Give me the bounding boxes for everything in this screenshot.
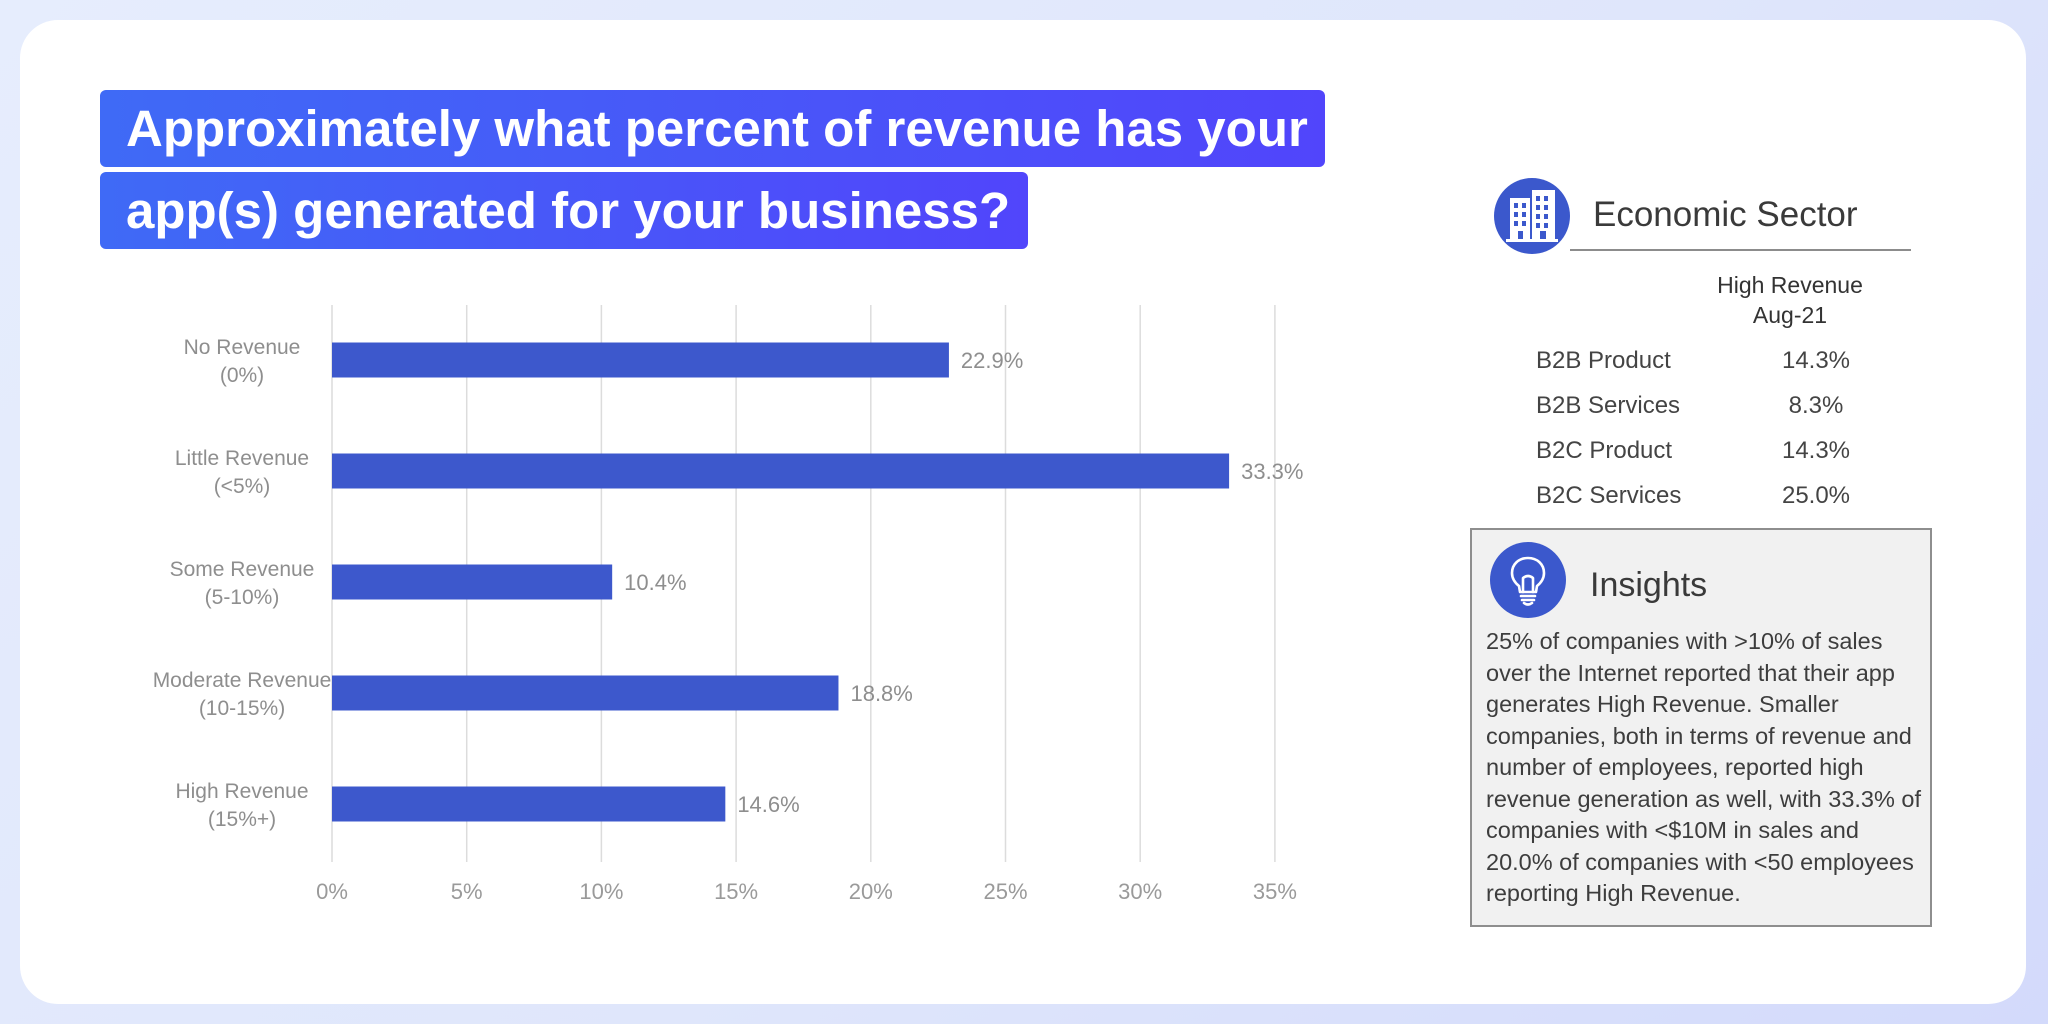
sector-name: B2C Product (1536, 437, 1673, 464)
category-label: Moderate Revenue (153, 669, 332, 692)
question-title-line-2: app(s) generated for your business? (100, 172, 1028, 249)
sector-name: B2C Services (1536, 482, 1682, 509)
sector-row: B2B Services 8.3% (1536, 392, 1896, 424)
category-label: (0%) (220, 364, 264, 387)
category-label: (15%+) (208, 808, 276, 831)
category-label: Some Revenue (170, 558, 315, 581)
x-tick-label: 10% (579, 879, 623, 904)
category-label: High Revenue (175, 780, 308, 803)
sector-row: B2B Product 14.3% (1536, 347, 1896, 379)
revenue-bar-chart: 0% 5% 10% 15% 20% 25% 30% 35% 22.9% No Revenue (0%… (153, 305, 1303, 904)
x-tick-label: 15% (714, 879, 758, 904)
category-label: Little Revenue (175, 447, 309, 470)
bar (332, 786, 726, 822)
bar-value-label: 18.8% (850, 681, 912, 706)
x-tick-label: 0% (316, 879, 348, 904)
bar (332, 564, 613, 600)
x-tick-label: 30% (1118, 879, 1162, 904)
bar (332, 675, 839, 711)
column-header-line-1: High Revenue (1717, 272, 1863, 298)
buildings-icon (1494, 178, 1570, 254)
question-title-line-1: Approximately what percent of revenue ha… (100, 90, 1325, 167)
bar (332, 453, 1230, 489)
x-tick-label: 5% (451, 879, 483, 904)
x-tick-label: 35% (1253, 879, 1297, 904)
column-header-line-2: Aug-21 (1752, 302, 1828, 328)
category-label: (<5%) (214, 475, 271, 498)
x-tick-label: 25% (983, 879, 1027, 904)
sector-name: B2B Services (1536, 392, 1681, 419)
category-label: No Revenue (184, 336, 301, 359)
category-label: (5-10%) (205, 586, 280, 609)
insights-title: Insights (1590, 566, 1708, 604)
bar-value-label: 33.3% (1241, 459, 1303, 484)
sector-value: 14.3% (1781, 347, 1851, 374)
bar-value-label: 22.9% (961, 348, 1023, 373)
sector-value: 8.3% (1788, 392, 1844, 419)
bar (332, 342, 949, 378)
insights-text: 25% of companies with >10% of sales over… (1486, 628, 1922, 906)
sector-value: 14.3% (1781, 437, 1851, 464)
category-label: (10-15%) (199, 697, 285, 720)
sector-value: 25.0% (1781, 482, 1851, 509)
lightbulb-icon (1490, 542, 1566, 618)
sector-divider (1570, 249, 1911, 251)
x-tick-label: 20% (849, 879, 893, 904)
sector-row: B2C Product 14.3% (1536, 437, 1896, 469)
insights-panel: Insights 25% of companies with >10% of s… (1470, 528, 1932, 927)
bar-value-label: 10.4% (624, 570, 686, 595)
sector-row: B2C Services 25.0% (1536, 482, 1896, 514)
sector-column-header: High Revenue Aug-21 (1680, 270, 1900, 330)
sector-title: Economic Sector (1593, 195, 1858, 234)
bar-value-label: 14.6% (737, 792, 799, 817)
sector-name: B2B Product (1536, 347, 1671, 374)
